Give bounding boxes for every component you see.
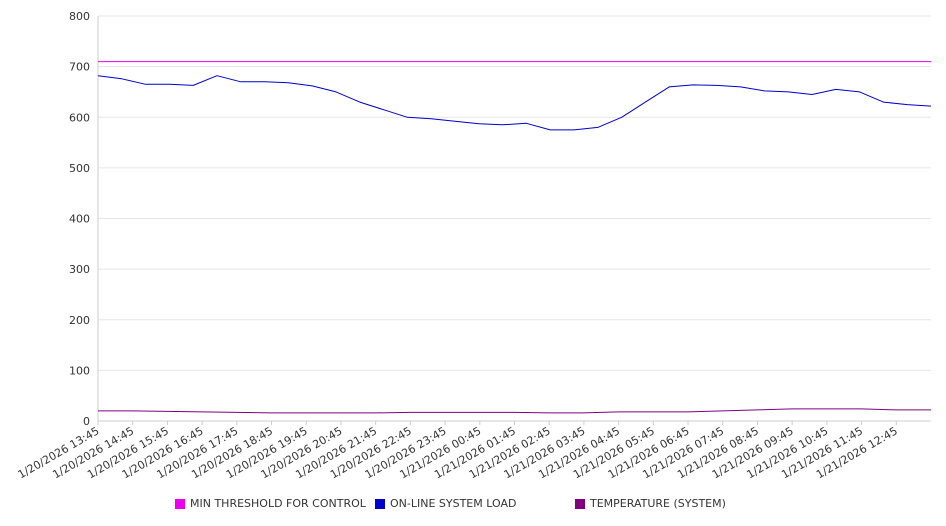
legend-swatch-min-threshold: [175, 498, 185, 509]
y-tick-label: 800: [69, 10, 90, 23]
chart: 0 100 200 300 400 500 600 700 800 1/20/2026 13:4…: [16, 10, 932, 481]
legend: MIN THRESHOLD FOR CONTROL ON-LINE SYSTEM…: [0, 497, 946, 515]
y-tick-label: 300: [69, 263, 90, 276]
axes: [97, 16, 931, 425]
y-tick-label: 600: [69, 111, 90, 124]
series: [97, 61, 932, 414]
series-online-system-load: [97, 75, 932, 131]
series-temperature: [98, 408, 931, 414]
y-tick-label: 200: [69, 314, 90, 327]
legend-label-online-load: ON-LINE SYSTEM LOAD: [390, 497, 517, 510]
gridlines: [98, 15, 931, 371]
x-tick-labels: 1/20/2026 13:451/20/2026 14:451/20/2026 …: [16, 424, 900, 481]
legend-item-temperature: TEMPERATURE (SYSTEM): [575, 497, 726, 510]
legend-swatch-temperature: [575, 498, 585, 509]
y-tick-label: 0: [83, 415, 90, 428]
y-tick-label: 400: [69, 213, 90, 226]
y-tick-label: 100: [69, 364, 90, 377]
legend-swatch-online-load: [375, 498, 385, 509]
y-tick-labels: 0 100 200 300 400 500 600 700 800: [69, 10, 90, 428]
legend-item-min-threshold: MIN THRESHOLD FOR CONTROL: [175, 497, 366, 510]
legend-label-min-threshold: MIN THRESHOLD FOR CONTROL: [190, 497, 366, 510]
y-tick-label: 500: [69, 162, 90, 175]
y-tick-label: 700: [69, 61, 90, 74]
legend-item-online-load: ON-LINE SYSTEM LOAD: [375, 497, 516, 510]
legend-label-temperature: TEMPERATURE (SYSTEM): [590, 497, 726, 510]
